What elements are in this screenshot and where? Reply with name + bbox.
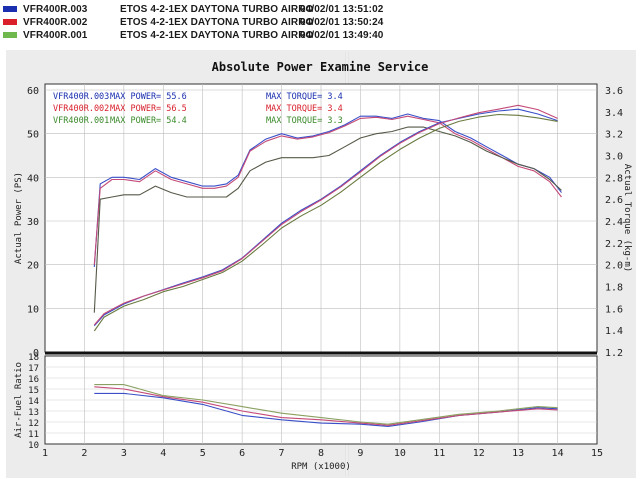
annotation-max-torque: MAX TORQUE= 3.4 (266, 92, 343, 102)
y-tick-label: 50 (27, 130, 39, 141)
legend-run: VFR400R.001 (23, 30, 88, 41)
x-tick-label: 8 (318, 448, 324, 459)
y2-tick-label: 2.2 (605, 239, 623, 250)
y2-tick-label: 3.2 (605, 130, 623, 141)
y2-axis-label: Actual Torque (kg-m) (622, 164, 632, 272)
x-tick-label: 6 (239, 448, 245, 459)
afr-tick-label: 18 (28, 353, 39, 363)
x-tick-label: 15 (591, 448, 603, 459)
y-tick-label: 20 (27, 261, 39, 272)
legend-config: ETOS 4-2-1EX DAYTONA TURBO AIRRO (120, 30, 314, 41)
y2-tick-label: 1.4 (605, 326, 623, 337)
x-tick-label: 2 (81, 448, 87, 459)
afr-tick-label: 14 (28, 397, 39, 407)
annotation-max-power: MAX POWER= 56.5 (110, 104, 187, 114)
y-tick-label: 10 (27, 304, 39, 315)
torque-series-line (93, 115, 562, 265)
x-axis-label: RPM (x1000) (291, 462, 351, 472)
legend-timestamp: 04/02/01 13:49:40 (300, 30, 384, 41)
y2-tick-label: 2.0 (605, 261, 623, 272)
annotation-max-power: MAX POWER= 54.4 (110, 116, 187, 126)
power-series-line (93, 113, 558, 332)
afr-axis-label: Air-Fuel Ratio (14, 362, 24, 438)
legend-config: ETOS 4-2-1EX DAYTONA TURBO AIRRO (120, 4, 314, 15)
y2-tick-label: 2.8 (605, 173, 623, 184)
x-tick-label: 10 (394, 448, 406, 459)
power-series-line (93, 104, 558, 326)
x-tick-label: 1 (42, 448, 48, 459)
afr-tick-label: 10 (28, 441, 39, 451)
x-tick-label: 13 (512, 448, 524, 459)
legend-swatch (3, 6, 17, 12)
annotation-run: VFR400R.003 (53, 92, 109, 102)
y2-tick-label: 1.8 (605, 283, 623, 294)
x-tick-label: 14 (552, 448, 564, 459)
y2-tick-label: 3.6 (605, 86, 623, 97)
torque-series-line (93, 126, 562, 313)
x-tick-label: 3 (121, 448, 127, 459)
legend-timestamp: 04/02/01 13:50:24 (300, 17, 384, 28)
afr-tick-label: 12 (28, 419, 39, 429)
y2-tick-label: 3.4 (605, 108, 623, 119)
legend-config: ETOS 4-2-1EX DAYTONA TURBO AIRRO (120, 17, 314, 28)
annotation-max-power: MAX POWER= 55.6 (110, 92, 187, 102)
y2-tick-label: 2.6 (605, 195, 623, 206)
legend-swatch (3, 19, 17, 25)
x-tick-label: 7 (279, 448, 285, 459)
y-tick-label: 60 (27, 86, 39, 97)
annotation-max-torque: MAX TORQUE= 3.4 (266, 104, 343, 114)
afr-tick-label: 17 (28, 364, 39, 374)
legend-run: VFR400R.002 (23, 17, 88, 28)
chart-title: Absolute Power Examine Service (211, 60, 429, 74)
y-tick-label: 0 (33, 348, 39, 359)
annotation-run: VFR400R.002 (53, 104, 109, 114)
afr-tick-label: 13 (28, 408, 39, 418)
x-tick-label: 11 (433, 448, 445, 459)
afr-series-line (94, 384, 558, 425)
y-tick-label: 30 (27, 217, 39, 228)
afr-series-line (94, 386, 558, 426)
legend-timestamp: 04/02/01 13:51:02 (300, 4, 384, 15)
annotation-run: VFR400R.001 (53, 116, 109, 126)
y2-tick-label: 1.6 (605, 304, 623, 315)
x-tick-label: 5 (200, 448, 206, 459)
y2-tick-label: 2.4 (605, 217, 623, 228)
y-axis-label: Actual Power (PS) (14, 172, 24, 264)
afr-tick-label: 11 (28, 430, 39, 440)
legend-run: VFR400R.003 (23, 4, 88, 15)
y2-tick-label: 3.0 (605, 152, 623, 163)
torque-series-line (93, 113, 562, 267)
annotation-max-torque: MAX TORQUE= 3.3 (266, 116, 343, 126)
x-tick-label: 9 (357, 448, 363, 459)
x-tick-label: 4 (160, 448, 166, 459)
afr-tick-label: 16 (28, 375, 39, 385)
x-tick-label: 12 (473, 448, 485, 459)
legend-swatch (3, 32, 17, 38)
afr-tick-label: 15 (28, 386, 39, 396)
y-tick-label: 40 (27, 173, 39, 184)
y2-tick-label: 1.2 (605, 348, 623, 359)
